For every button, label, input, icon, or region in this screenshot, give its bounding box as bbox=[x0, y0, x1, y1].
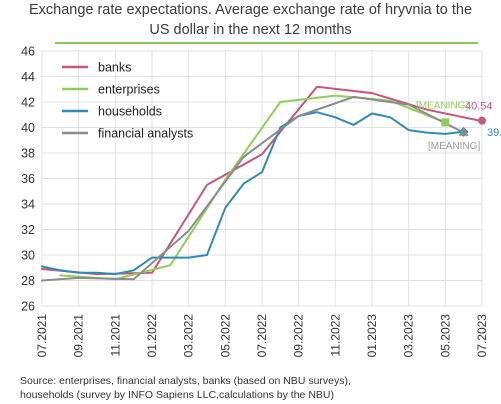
x-tick-label: 05.2022 bbox=[218, 314, 232, 358]
x-tick-label: 01.2023 bbox=[365, 314, 379, 358]
x-tick-label: 07.2023 bbox=[475, 314, 489, 358]
y-tick-label: 46 bbox=[21, 45, 35, 59]
y-tick-label: 32 bbox=[21, 223, 35, 237]
y-tick-label: 42 bbox=[21, 96, 35, 110]
enterprises-value-label: [MEANING] bbox=[416, 100, 468, 111]
enterprises-end-marker bbox=[441, 118, 449, 126]
legend-label-financial_analysts: financial analysts bbox=[98, 127, 193, 141]
banks-end-marker bbox=[478, 117, 486, 125]
series-line-enterprises bbox=[60, 96, 445, 280]
financial-analysts-value-label: [MEANING] bbox=[428, 141, 480, 152]
y-tick-label: 28 bbox=[21, 274, 35, 288]
source-line-2: households (survey by INFO Sapiens LLC,c… bbox=[20, 388, 490, 402]
x-tick-label: 05.2023 bbox=[438, 314, 452, 358]
households-value-label: 39.66 bbox=[487, 127, 501, 139]
source-note: Source: enterprises, financial analysts,… bbox=[20, 374, 490, 402]
x-tick-label: 09.2022 bbox=[292, 314, 306, 358]
x-tick-label: 07.2022 bbox=[255, 314, 269, 358]
y-tick-label: 34 bbox=[21, 198, 35, 212]
x-tick-label: 03.2022 bbox=[182, 314, 196, 358]
x-tick-label: 01.2022 bbox=[145, 314, 159, 358]
y-tick-label: 36 bbox=[21, 172, 35, 186]
banks-value-label: 40.54 bbox=[465, 101, 493, 113]
y-tick-label: 44 bbox=[21, 70, 35, 84]
y-tick-label: 40 bbox=[21, 121, 35, 135]
legend-label-banks: banks bbox=[98, 61, 131, 75]
y-tick-label: 26 bbox=[21, 300, 35, 314]
x-tick-label: 11.2021 bbox=[108, 314, 122, 357]
x-tick-label: 03.2023 bbox=[402, 314, 416, 358]
x-tick-label: 11.2022 bbox=[328, 314, 342, 357]
source-line-1: Source: enterprises, financial analysts,… bbox=[20, 374, 490, 388]
y-tick-label: 30 bbox=[21, 249, 35, 263]
y-tick-label: 38 bbox=[21, 147, 35, 161]
legend-label-enterprises: enterprises bbox=[98, 83, 160, 97]
legend-label-households: households bbox=[98, 105, 162, 119]
x-tick-label: 07.2021 bbox=[35, 314, 49, 358]
x-tick-label: 09.2021 bbox=[72, 314, 86, 358]
